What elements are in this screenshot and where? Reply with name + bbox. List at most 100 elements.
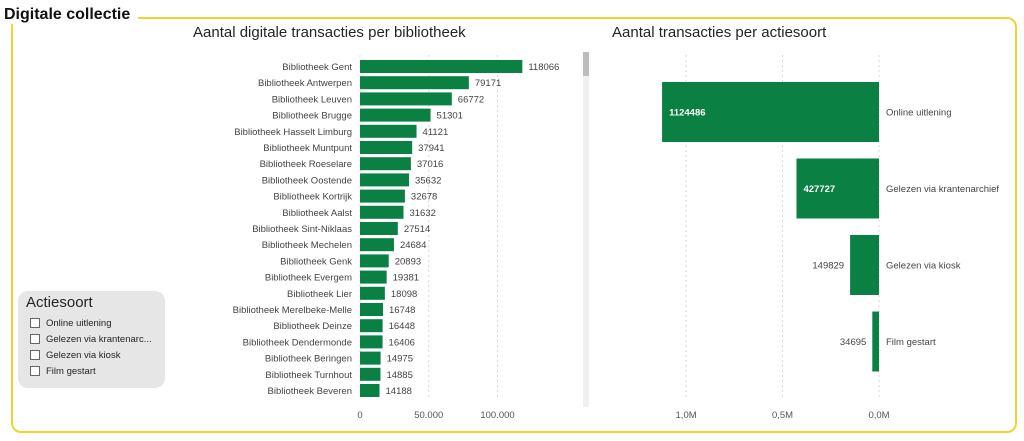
- x-tick-label: 50.000: [414, 410, 443, 421]
- data-label: 79171: [475, 78, 501, 89]
- data-label: 19381: [393, 273, 419, 284]
- bar: [360, 92, 452, 106]
- data-label: 35632: [415, 175, 441, 186]
- category-label: Bibliotheek Sint-Niklaas: [252, 224, 352, 235]
- checkbox-icon[interactable]: [30, 318, 40, 328]
- digitale-collectie-frame: [11, 17, 1017, 433]
- slicer-title: Actiesoort: [26, 294, 93, 311]
- actiesoort-slicer: Actiesoort Online uitlening Gelezen via …: [18, 291, 165, 388]
- data-label: 16406: [389, 337, 415, 348]
- chart-title-per-actiesoort: Aantal transacties per actiesoort: [612, 24, 827, 41]
- data-label: 41121: [423, 127, 449, 138]
- slicer-item-label: Film gestart: [46, 365, 96, 377]
- x-tick-label: 0,0M: [868, 410, 889, 421]
- bar: [360, 205, 404, 219]
- data-label: 24684: [400, 240, 426, 251]
- category-label: Bibliotheek Merelbeke-Melle: [233, 305, 352, 316]
- data-label: 20893: [395, 256, 421, 267]
- category-label: Bibliotheek Hasselt Limburg: [234, 127, 352, 138]
- bar: [662, 82, 879, 142]
- bar: [360, 141, 413, 154]
- data-label: 31632: [409, 208, 435, 219]
- category-label: Bibliotheek Oostende: [262, 175, 352, 186]
- category-label: Bibliotheek Beveren: [268, 386, 353, 397]
- x-tick-label: 0,5M: [772, 410, 793, 421]
- data-label: 34695: [840, 337, 866, 348]
- slicer-item-kiosk[interactable]: Gelezen via kiosk: [30, 348, 120, 362]
- bar: [360, 254, 389, 268]
- data-label: 427727: [803, 184, 835, 195]
- bar: [360, 189, 405, 203]
- category-label: Bibliotheek Deinze: [273, 321, 352, 332]
- bar: [360, 303, 384, 316]
- category-label: Bibliotheek Antwerpen: [258, 78, 352, 89]
- data-label: 14188: [386, 386, 412, 397]
- category-label: Bibliotheek Genk: [280, 256, 352, 267]
- category-label: Bibliotheek Beringen: [265, 354, 352, 365]
- slicer-item-label: Online uitlening: [46, 317, 112, 329]
- x-tick-label: 0: [357, 410, 362, 421]
- slicer-item-label: Gelezen via krantenarc...: [46, 333, 152, 345]
- category-label: Bibliotheek Brugge: [272, 111, 352, 122]
- data-label: 16748: [389, 305, 415, 316]
- data-label: 1124486: [669, 108, 705, 119]
- data-label: 118066: [528, 62, 559, 73]
- category-label: Bibliotheek Evergem: [265, 273, 352, 284]
- x-tick-label: 100.000: [480, 410, 514, 421]
- data-label: 27514: [404, 224, 430, 235]
- slicer-item-film-gestart[interactable]: Film gestart: [30, 364, 96, 378]
- bar: [360, 222, 398, 235]
- data-label: 66772: [458, 94, 484, 105]
- category-label: Online uitlening: [886, 108, 952, 119]
- chart-scrollbar-thumb[interactable]: [583, 52, 589, 76]
- bar: [360, 351, 381, 365]
- data-label: 149829: [812, 261, 844, 272]
- category-label: Bibliotheek Muntpunt: [263, 143, 352, 154]
- data-label: 51301: [437, 111, 463, 122]
- bar: [872, 311, 879, 372]
- category-label: Bibliotheek Roeselare: [260, 159, 352, 170]
- section-title: Digitale collectie: [2, 6, 139, 24]
- bar: [850, 235, 879, 295]
- bar: [360, 157, 411, 171]
- category-label: Bibliotheek Aalst: [282, 208, 352, 219]
- slicer-item-krantenarchief[interactable]: Gelezen via krantenarc...: [30, 332, 152, 346]
- chart-scrollbar[interactable]: [583, 52, 589, 407]
- bar: [360, 124, 417, 138]
- category-label: Bibliotheek Mechelen: [262, 240, 352, 251]
- data-label: 37016: [417, 159, 443, 170]
- data-label: 37941: [418, 143, 444, 154]
- checkbox-icon[interactable]: [30, 334, 40, 344]
- bar: [360, 335, 383, 349]
- category-label: Bibliotheek Dendermonde: [243, 337, 352, 348]
- category-label: Bibliotheek Kortrijk: [273, 192, 352, 203]
- data-label: 32678: [411, 192, 437, 203]
- chart-title-per-bibliotheek: Aantal digitale transacties per biblioth…: [193, 24, 466, 41]
- category-label: Gelezen via kiosk: [886, 261, 961, 272]
- data-label: 14885: [386, 370, 412, 381]
- category-label: Bibliotheek Lier: [287, 289, 352, 300]
- checkbox-icon[interactable]: [30, 350, 40, 360]
- checkbox-icon[interactable]: [30, 366, 40, 376]
- bar: [360, 286, 385, 300]
- bar: [360, 384, 380, 397]
- bar: [360, 270, 387, 284]
- bar: [360, 60, 523, 73]
- bar: [360, 108, 431, 122]
- slicer-item-label: Gelezen via kiosk: [46, 349, 121, 361]
- data-label: 18098: [391, 289, 417, 300]
- bar: [360, 173, 409, 187]
- bar: [360, 367, 381, 381]
- category-label: Gelezen via krantenarchief: [886, 184, 999, 195]
- bar: [360, 76, 469, 90]
- data-label: 16448: [389, 321, 415, 332]
- category-label: Bibliotheek Turnhout: [265, 370, 352, 381]
- slicer-item-online-uitlening[interactable]: Online uitlening: [30, 316, 112, 330]
- bar: [360, 238, 394, 252]
- bar: [796, 158, 879, 219]
- category-label: Bibliotheek Gent: [282, 62, 352, 73]
- data-label: 14975: [387, 354, 413, 365]
- x-tick-label: 1,0M: [676, 410, 697, 421]
